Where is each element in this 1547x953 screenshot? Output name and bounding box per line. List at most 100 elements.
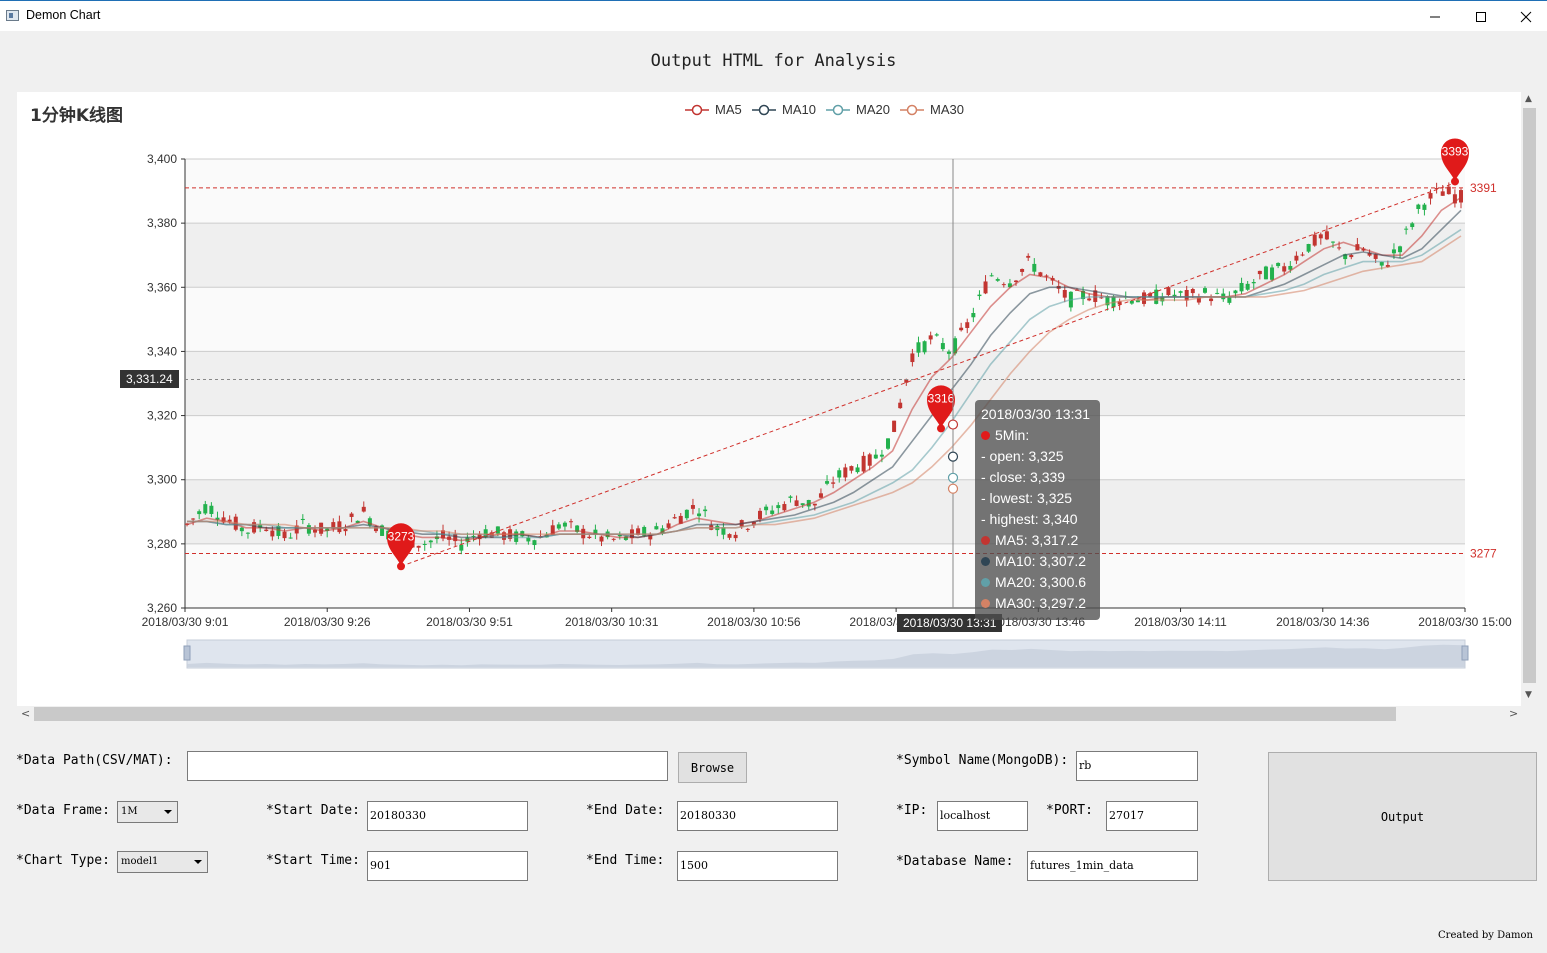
candle-body (934, 334, 939, 336)
candle-body (422, 543, 427, 545)
y-tick-label: 3,360 (147, 280, 177, 294)
candle-body (1373, 254, 1378, 259)
y-tick-label: 3,340 (147, 344, 177, 358)
candle-body (227, 519, 232, 522)
candle-body (361, 506, 366, 512)
candle-body (910, 353, 915, 363)
kline-chart[interactable]: MA5 MA10 MA20 MA30 3,400 3,380 3,360 3,340 3,32… (17, 92, 1521, 706)
grid-band (185, 223, 1465, 288)
output-button[interactable]: Output (1268, 752, 1537, 881)
y-tick-label: 3,400 (147, 152, 177, 166)
candle-body (1142, 292, 1147, 304)
candle-body (276, 525, 281, 536)
candle-body (727, 534, 732, 538)
x-tick-label: 2018/03/30 14:36 (1276, 615, 1370, 629)
candle-body (1422, 204, 1427, 210)
chart-type-select[interactable]: model1 (117, 851, 208, 873)
candle-body (1215, 292, 1220, 294)
candle-body (343, 529, 348, 532)
chart-webview[interactable]: 1分钟K线图 MA5 MA10 MA20 MA30 3,400 3,380 3,360 3,… (17, 92, 1521, 706)
port-label: *PORT: (1046, 803, 1093, 818)
candle-body (636, 528, 641, 535)
candle-body (1410, 223, 1415, 228)
end-time-input[interactable]: 1500 (677, 851, 838, 881)
candle-body (373, 526, 378, 532)
maximize-button[interactable] (1458, 1, 1504, 32)
candle-body (300, 518, 305, 521)
horizontal-scroll-thumb[interactable] (34, 707, 1396, 721)
candle-body (1148, 293, 1153, 297)
legend-label: MA30 (930, 102, 964, 117)
high-pin-label: 3393 (1442, 144, 1469, 158)
candle-body (1233, 290, 1238, 294)
candle-body (191, 518, 196, 520)
candle-body (1459, 190, 1463, 203)
end-date-input[interactable]: 20180330 (677, 801, 838, 831)
ip-input[interactable]: localhost (937, 801, 1028, 831)
scroll-right-icon[interactable]: > (1509, 707, 1519, 720)
close-button[interactable] (1503, 1, 1547, 32)
tooltip-ma5-text: MA5: 3,317.2 (995, 532, 1079, 548)
trend-line (400, 180, 1460, 567)
candle-body (642, 526, 647, 536)
candle-body (983, 281, 988, 294)
scroll-left-icon[interactable]: < (21, 707, 31, 720)
mid-pin: 3316 (927, 385, 955, 433)
candle-body (215, 517, 220, 520)
candle-body (416, 545, 421, 548)
candle-body (1337, 247, 1342, 249)
candle-body (1428, 193, 1433, 199)
port-input[interactable]: 27017 (1106, 801, 1198, 831)
datazoom-handle-right (1461, 645, 1469, 661)
candle-body (203, 504, 208, 514)
candle-body (1367, 252, 1372, 256)
tooltip-ma20-text: MA20: 3,300.6 (995, 574, 1087, 590)
chevron-down-icon (164, 810, 172, 814)
data-frame-select[interactable]: 1M (117, 801, 178, 823)
x-tick-label: 2018/03/30 10:56 (707, 615, 801, 629)
database-name-input[interactable]: futures_1min_data (1027, 851, 1198, 881)
tooltip-ma20: MA20: 3,300.6 (981, 572, 1100, 593)
window-title: Demon Chart (26, 8, 101, 22)
candle-body (1434, 187, 1439, 189)
candle-body (495, 526, 500, 534)
candle-body (666, 523, 671, 528)
minimize-button[interactable] (1412, 1, 1458, 32)
scroll-down-icon[interactable]: ▼ (1525, 690, 1532, 700)
candle-body (861, 455, 866, 472)
candle-body (313, 529, 318, 533)
scroll-up-icon[interactable]: ▲ (1525, 94, 1532, 104)
y-tick-label: 3,280 (147, 537, 177, 551)
candle-body (197, 511, 202, 515)
symbol-input[interactable]: rb (1076, 751, 1198, 781)
chevron-down-icon (194, 860, 202, 864)
browse-button[interactable]: Browse (678, 752, 747, 783)
data-path-input[interactable] (187, 751, 668, 781)
minimize-icon (1430, 16, 1440, 17)
candle-body (946, 351, 951, 354)
candle-body (904, 379, 909, 383)
candle-body (654, 526, 659, 530)
x-tick-label: 2018/03/30 9:51 (426, 615, 513, 629)
y-tick-label: 3,380 (147, 216, 177, 230)
highlight-point (947, 483, 959, 494)
candle-body (977, 294, 982, 297)
window-title-bar: Demon Chart (0, 0, 1547, 31)
candle-body (886, 438, 891, 449)
candle-body (879, 454, 884, 457)
candle-body (562, 522, 567, 527)
tooltip-lowest: - lowest: 3,325 (981, 490, 1073, 506)
candle-body (1044, 275, 1049, 277)
crosshair (185, 159, 1465, 608)
start-time-input[interactable]: 901 (367, 851, 528, 881)
candle-body (1312, 234, 1317, 246)
legend-marker (758, 104, 770, 116)
start-date-input[interactable]: 20180330 (367, 801, 528, 831)
candle-body (471, 535, 476, 537)
chart-title: 1分钟K线图 (30, 106, 124, 126)
vertical-scroll-thumb[interactable] (1523, 108, 1536, 683)
candle-body (818, 493, 823, 498)
candle-body (1172, 294, 1177, 297)
candle-body (532, 540, 537, 546)
candle-body (757, 510, 762, 519)
